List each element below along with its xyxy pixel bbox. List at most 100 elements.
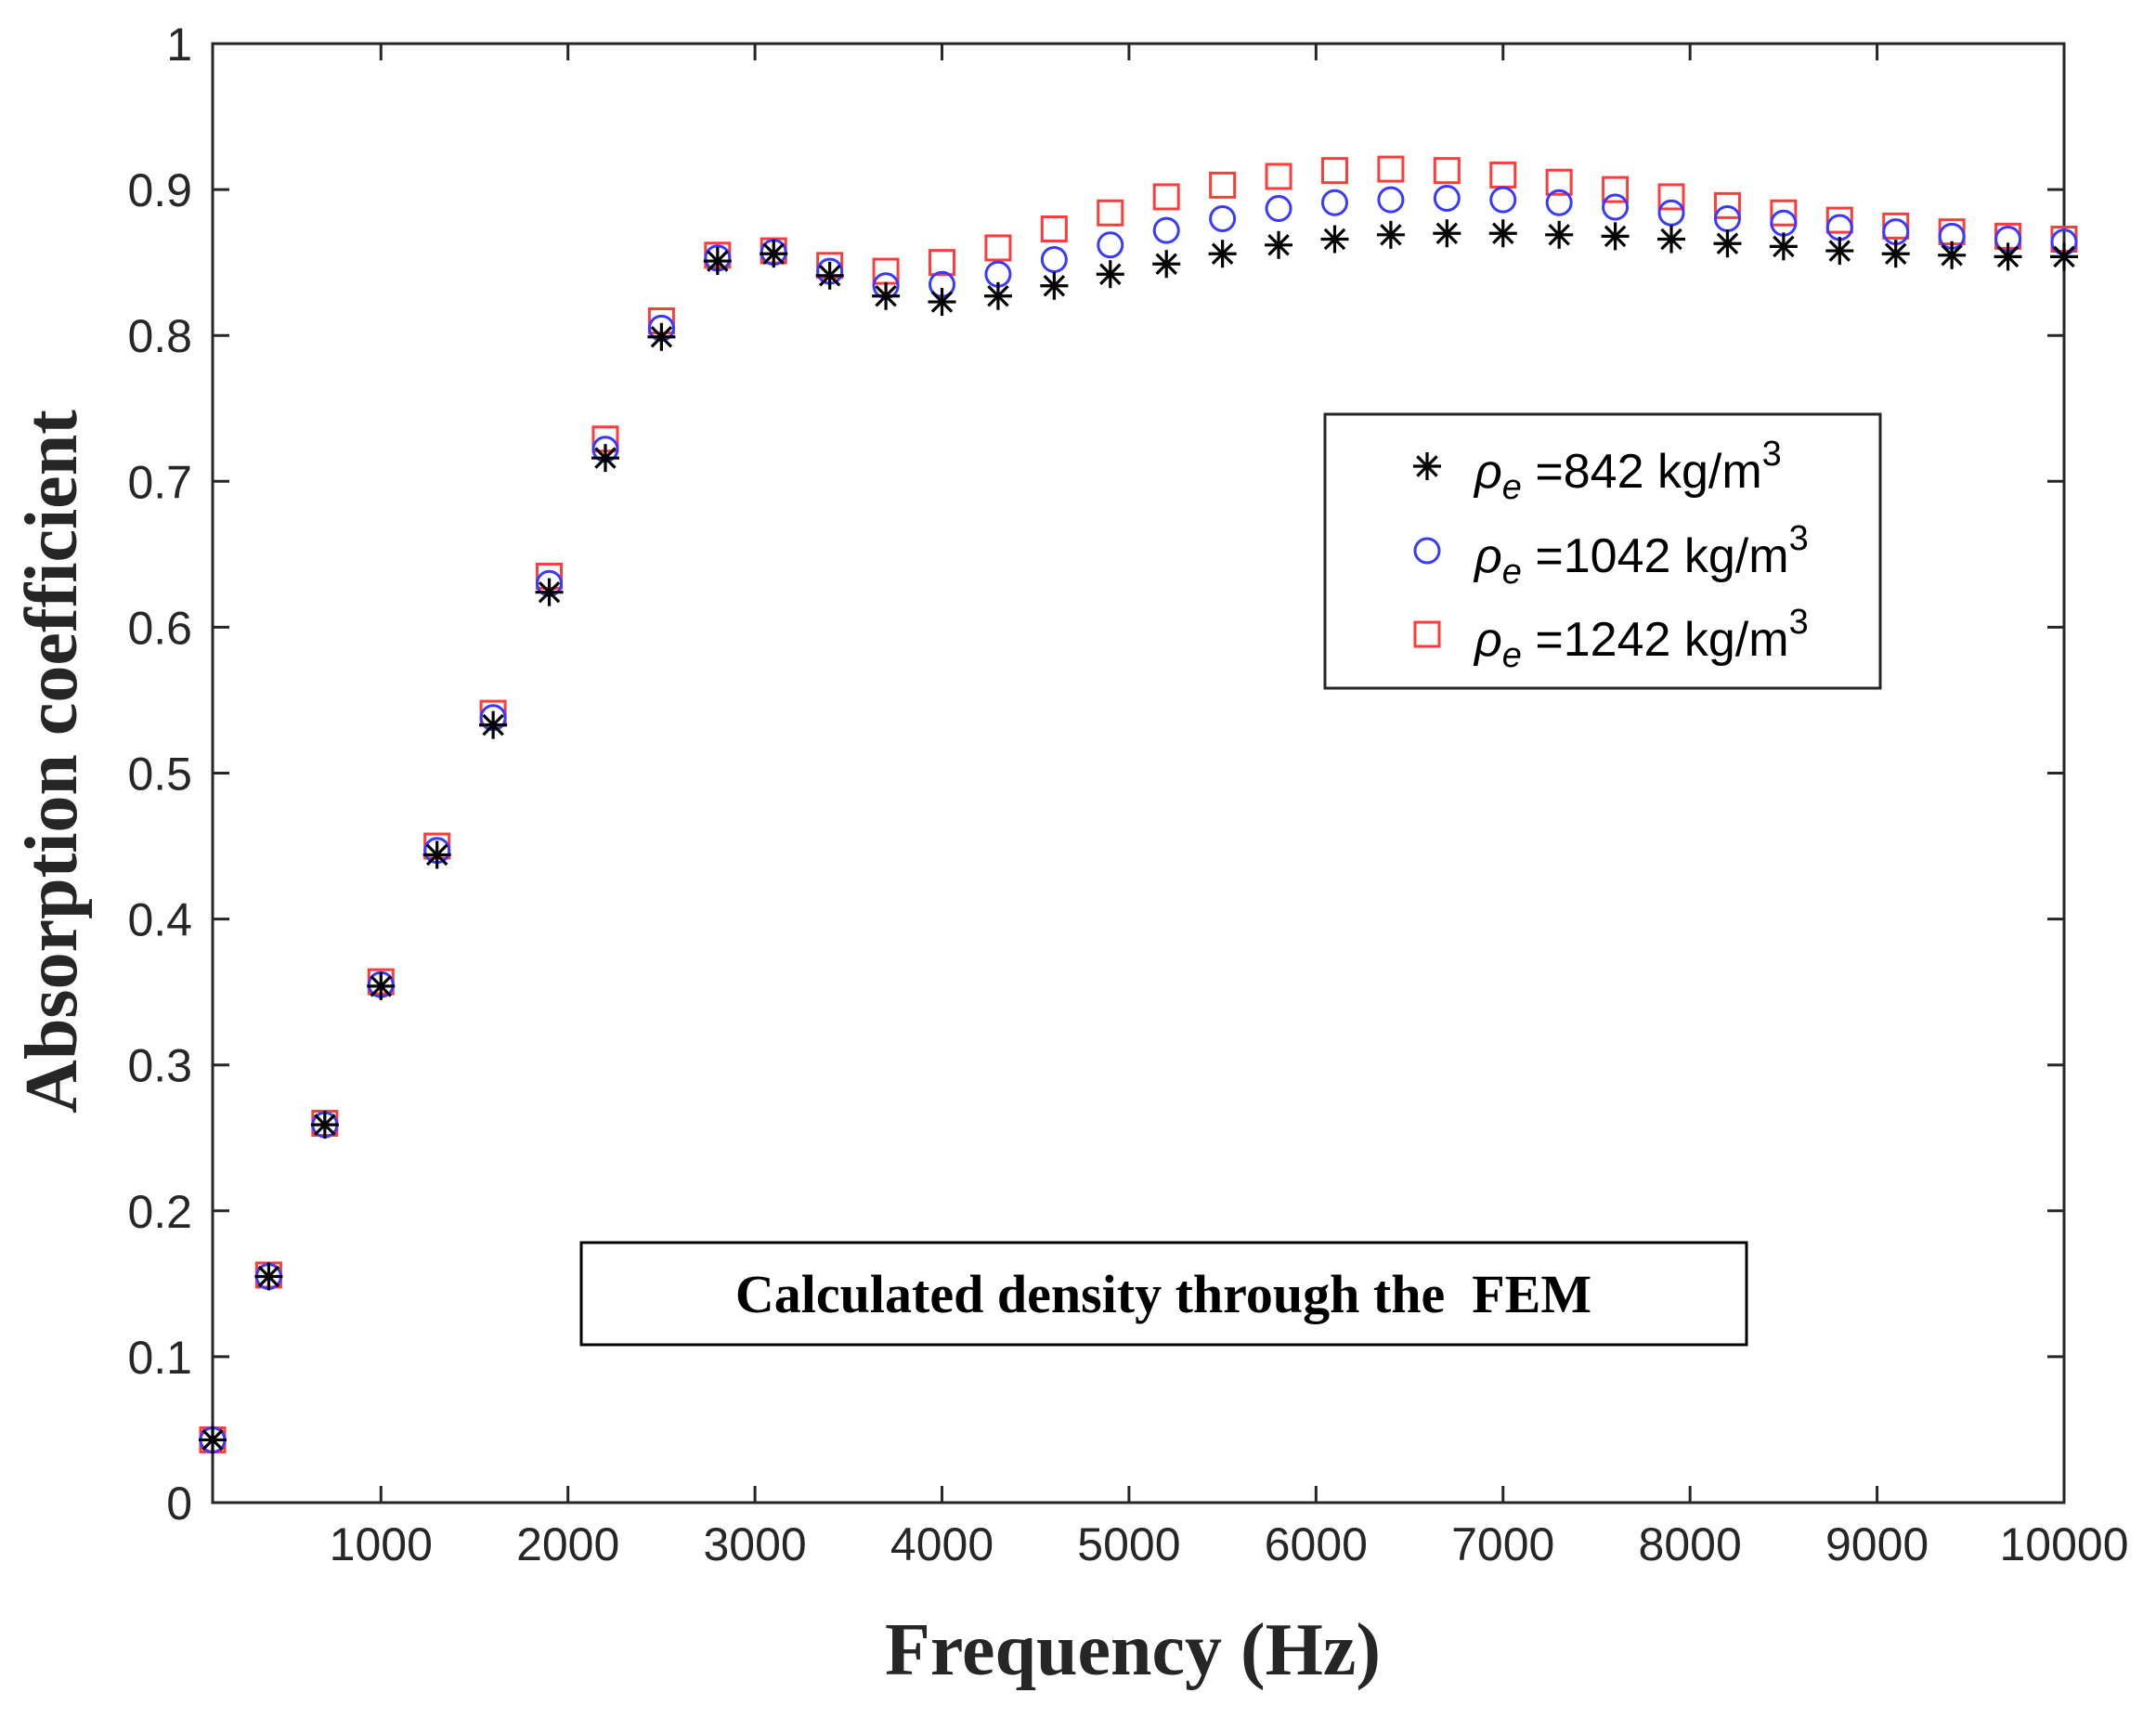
data-point-square	[1489, 161, 1517, 189]
data-point-asterisk	[254, 1262, 283, 1291]
x-tick-label: 9000	[1825, 1518, 1929, 1570]
data-point-asterisk	[1096, 260, 1124, 289]
y-tick-label: 0	[166, 1478, 192, 1530]
data-point-square	[1825, 206, 1853, 234]
legend-label: ρe =1042 kg/m3	[1473, 519, 1809, 592]
legend-marker-asterisk	[1413, 452, 1441, 480]
data-point-asterisk	[310, 1111, 339, 1139]
data-point-square	[1377, 155, 1405, 183]
data-point-asterisk	[1938, 241, 1967, 269]
data-point-asterisk	[983, 281, 1012, 310]
data-point-square	[1209, 171, 1237, 199]
data-point-square	[1320, 157, 1348, 185]
data-point-asterisk	[760, 240, 788, 268]
data-point-asterisk	[1208, 240, 1237, 268]
data-point-square	[1657, 183, 1685, 211]
data-point-asterisk	[1152, 250, 1181, 279]
data-point-circle	[1377, 186, 1405, 214]
y-tick-label: 0.9	[127, 164, 192, 216]
data-point-asterisk	[479, 710, 508, 739]
data-point-asterisk	[1994, 242, 2022, 271]
data-point-square	[1545, 168, 1573, 196]
data-point-circle	[1152, 216, 1180, 244]
legend-label: ρe =842 kg/m3	[1473, 435, 1782, 507]
y-tick-label: 0.5	[127, 749, 192, 801]
data-point-asterisk	[1433, 219, 1461, 248]
data-point-circle	[1097, 231, 1124, 259]
data-point-circle	[1545, 189, 1573, 216]
legend-marker-square	[1413, 620, 1441, 648]
x-axis-title: Frequency (Hz)	[885, 1609, 1381, 1691]
data-point-asterisk	[703, 247, 732, 276]
series-asterisk	[199, 219, 2078, 1454]
data-point-circle	[1770, 209, 1798, 237]
x-tick-label: 2000	[516, 1518, 619, 1570]
data-point-square	[984, 234, 1012, 262]
data-point-asterisk	[1265, 230, 1293, 259]
legend-box	[1323, 412, 1882, 690]
data-points	[199, 155, 2078, 1454]
data-point-asterisk	[815, 261, 844, 290]
y-axis-title: Absorption coefficient	[11, 410, 93, 1113]
data-point-square	[1433, 157, 1461, 185]
annotation: Calculated density through the FEM	[579, 1241, 1748, 1347]
annotation-text: Calculated density through the FEM	[735, 1264, 1591, 1324]
axis-ticks: 1000 2000 3000 4000 5000 6000 7000 8000 9000 1000…	[127, 19, 2128, 1570]
data-point-asterisk	[1825, 237, 1854, 266]
data-point-asterisk	[1320, 225, 1349, 254]
data-point-asterisk	[422, 840, 451, 869]
data-point-asterisk	[872, 281, 901, 310]
x-tick-label: 10000	[1999, 1518, 2128, 1570]
x-tick-label: 1000	[330, 1518, 433, 1570]
y-tick-label: 1	[166, 19, 192, 71]
data-point-asterisk	[1657, 225, 1686, 254]
legend-marker-circle	[1413, 537, 1441, 565]
data-point-circle	[1602, 193, 1630, 221]
x-tick-label: 8000	[1639, 1518, 1742, 1570]
y-tick-label: 0.4	[127, 894, 192, 946]
series-circle	[199, 185, 2078, 1453]
data-point-circle	[1320, 189, 1348, 216]
data-point-square	[1040, 215, 1068, 243]
data-point-circle	[1825, 214, 1853, 241]
data-point-asterisk	[535, 578, 564, 606]
data-point-circle	[1433, 185, 1461, 213]
data-point-asterisk	[1488, 219, 1517, 248]
y-tick-label: 0.1	[127, 1332, 192, 1384]
y-tick-label: 0.3	[127, 1040, 192, 1092]
data-point-circle	[1209, 205, 1237, 233]
data-point-asterisk	[2050, 242, 2078, 271]
x-tick-label: 6000	[1265, 1518, 1368, 1570]
x-tick-label: 5000	[1077, 1518, 1180, 1570]
annotation-box	[579, 1241, 1748, 1347]
data-point-square	[929, 249, 956, 277]
data-point-asterisk	[591, 444, 619, 473]
data-point-square	[1770, 199, 1798, 227]
y-tick-label: 0.8	[127, 310, 192, 362]
data-point-square	[1602, 176, 1630, 203]
data-point-asterisk	[1040, 271, 1069, 300]
data-point-circle	[1489, 186, 1517, 214]
data-point-square	[872, 257, 900, 285]
data-point-square	[1265, 163, 1292, 190]
y-tick-label: 0.6	[127, 602, 192, 654]
data-point-square	[1713, 191, 1741, 219]
data-point-circle	[1657, 199, 1685, 227]
data-point-asterisk	[1713, 229, 1742, 258]
data-point-circle	[1265, 195, 1292, 223]
x-tick-label: 4000	[890, 1518, 994, 1570]
data-point-square	[1882, 212, 1910, 240]
data-point-square	[1152, 183, 1180, 211]
data-point-asterisk	[199, 1426, 227, 1454]
data-point-asterisk	[1376, 220, 1405, 249]
y-tick-label: 0.2	[127, 1186, 192, 1238]
data-point-circle	[1040, 246, 1068, 274]
data-point-asterisk	[1769, 232, 1798, 261]
data-point-asterisk	[1545, 220, 1574, 249]
legend: ρe =842 kg/m3 ρe =1042 kg/m3 ρe =1242 kg/m…	[1323, 412, 1882, 690]
data-point-asterisk	[647, 322, 676, 351]
data-point-asterisk	[1601, 222, 1630, 251]
y-tick-label: 0.7	[127, 456, 192, 508]
